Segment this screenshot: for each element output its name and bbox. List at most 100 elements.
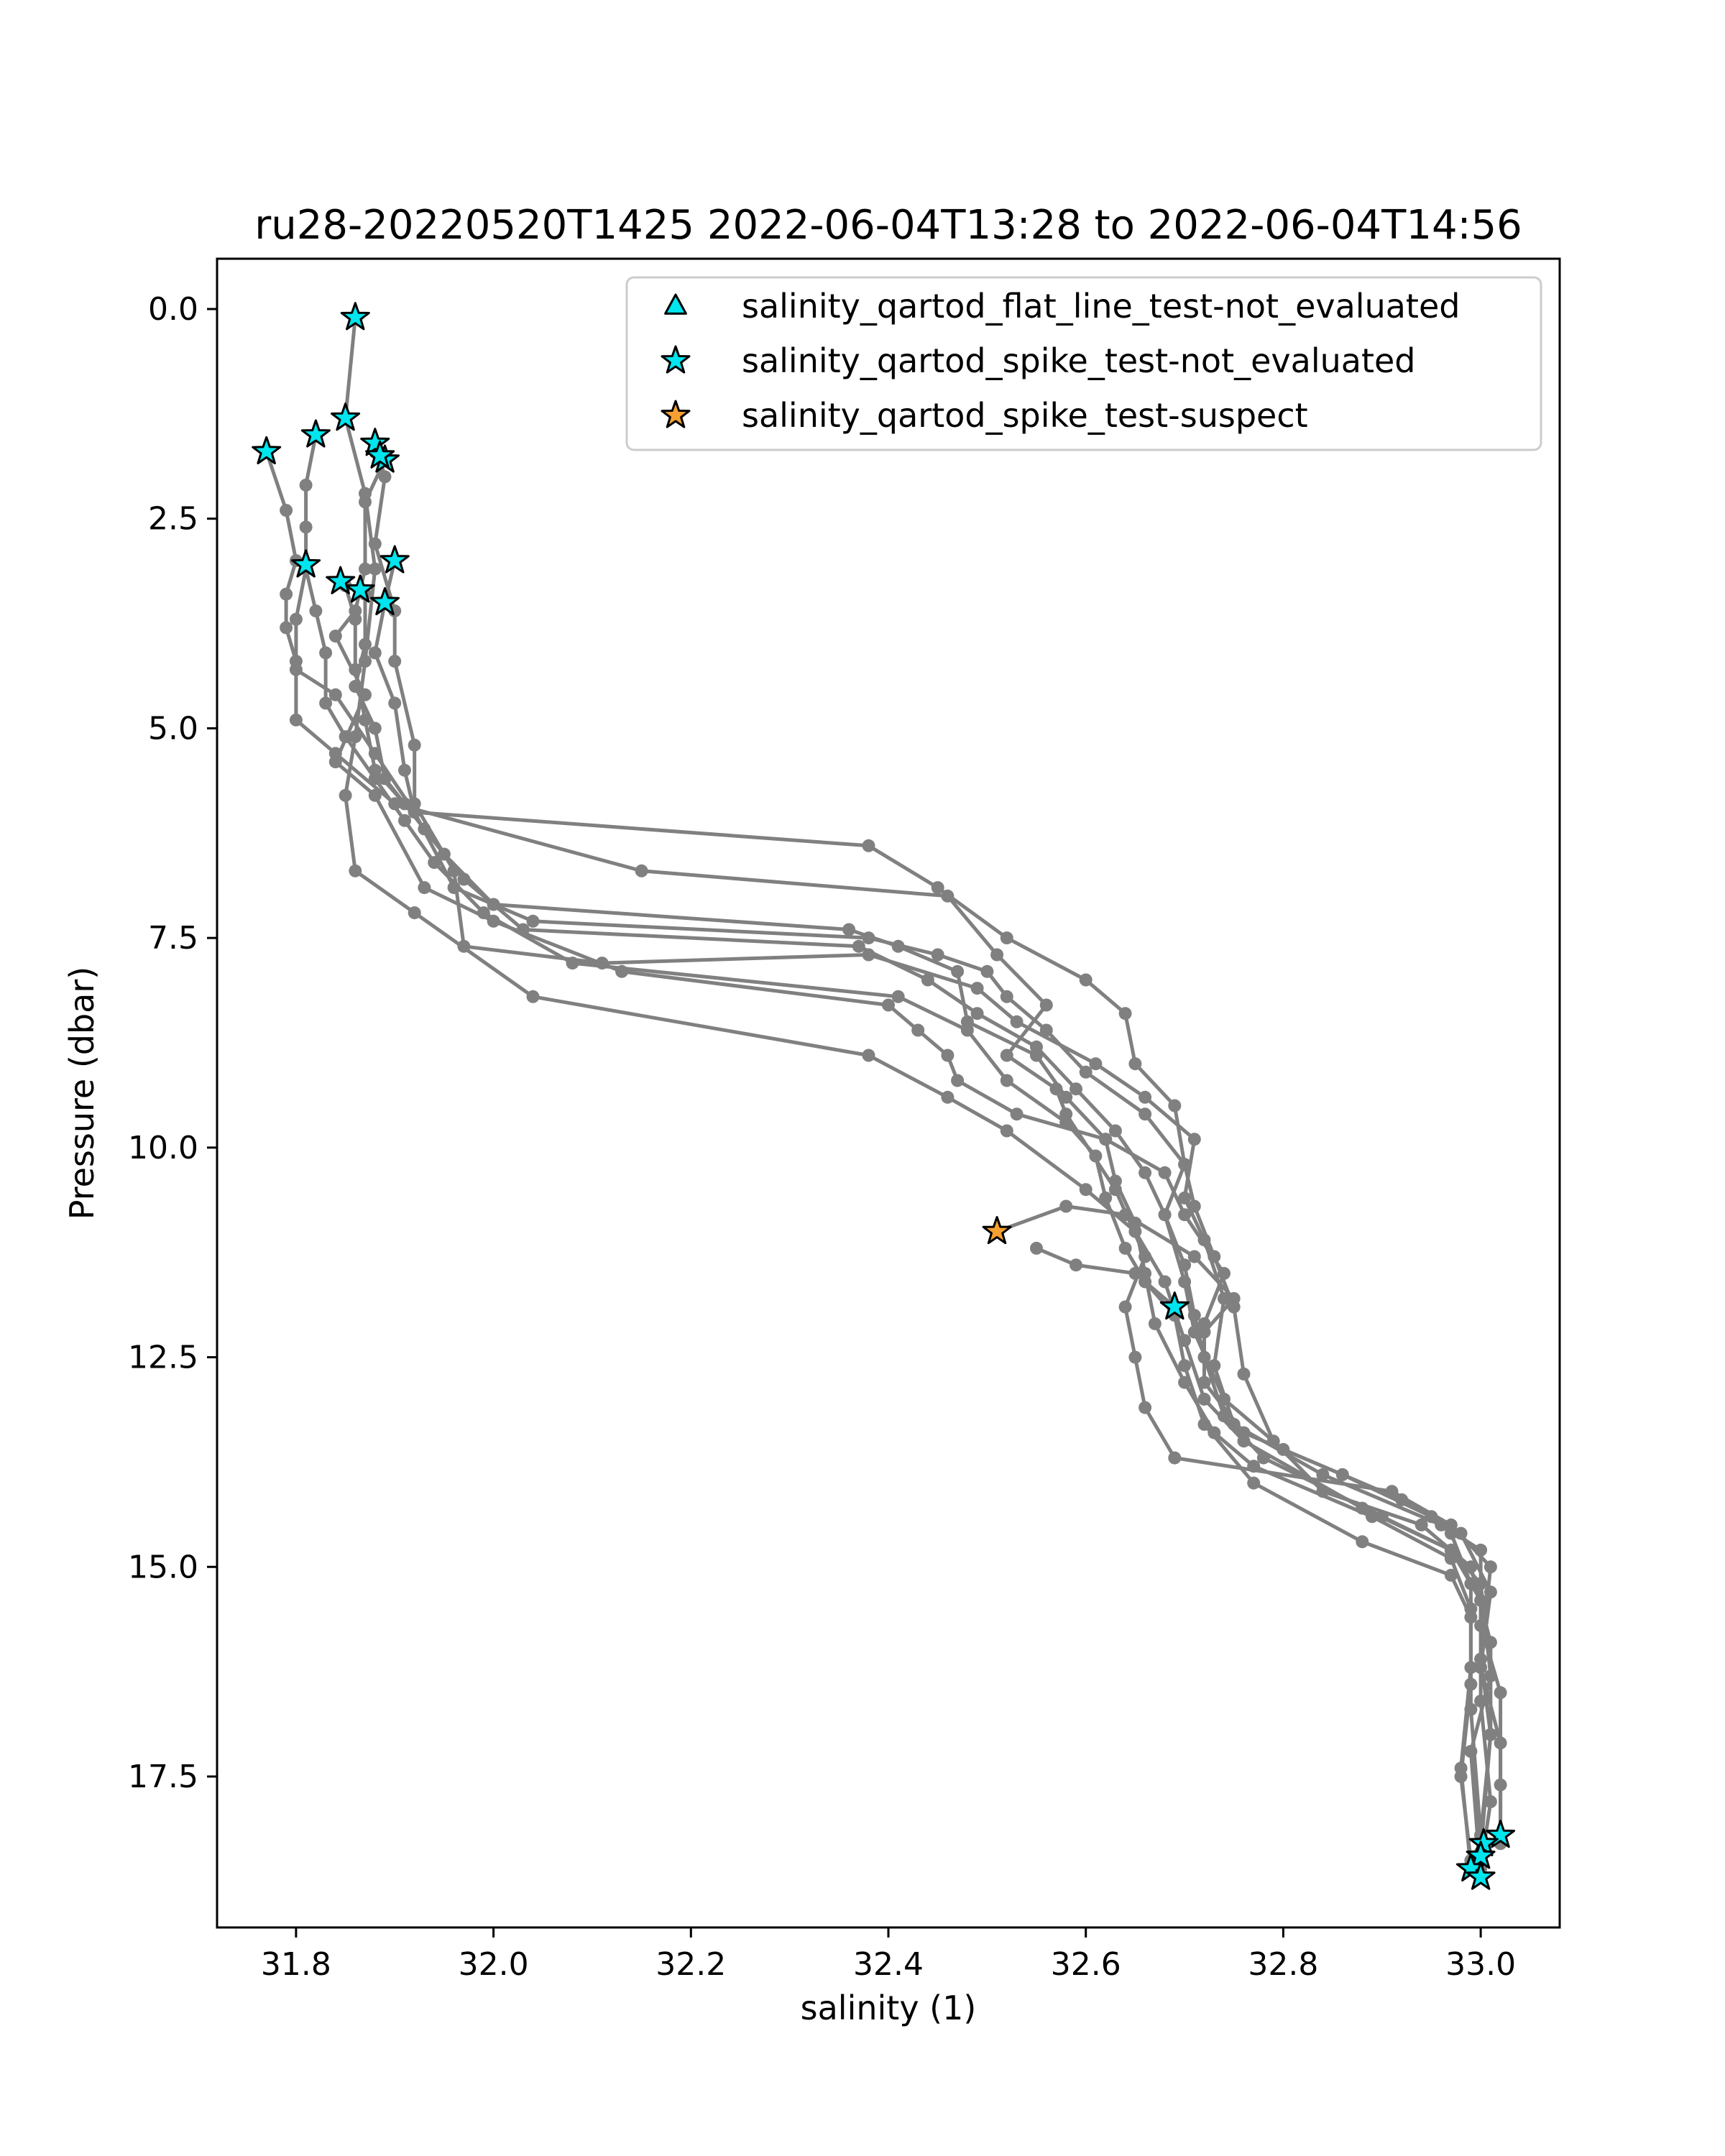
data-point <box>1030 1040 1043 1054</box>
data-point <box>1128 1057 1142 1071</box>
x-axis-label: salinity (1) <box>801 1989 977 2027</box>
data-point <box>1227 1291 1241 1305</box>
y-tick-label: 0.0 <box>148 291 198 328</box>
data-point <box>931 948 944 962</box>
data-point <box>328 630 342 643</box>
legend-label: salinity_qartod_spike_test-not_evaluated <box>742 341 1415 380</box>
data-point <box>1454 1770 1468 1783</box>
x-tick-label: 32.4 <box>853 1946 924 1983</box>
legend-label: salinity_qartod_spike_test-suspect <box>742 396 1308 435</box>
data-point <box>280 504 293 517</box>
data-point <box>1039 1023 1053 1037</box>
plot-area <box>252 302 1516 1890</box>
data-point <box>1138 1090 1152 1104</box>
data-point <box>951 964 965 978</box>
data-point <box>526 990 540 1003</box>
data-point <box>398 763 411 777</box>
data-point <box>1178 1376 1192 1389</box>
data-point <box>1494 1686 1507 1700</box>
data-point <box>1118 1007 1132 1021</box>
data-point <box>1256 1451 1270 1465</box>
data-point <box>408 906 421 920</box>
data-point <box>408 738 421 752</box>
legend-label: salinity_qartod_flat_line_test-not_evalu… <box>742 287 1460 326</box>
data-point <box>1187 1309 1201 1322</box>
data-point <box>1039 998 1053 1012</box>
data-point <box>1108 1124 1122 1138</box>
data-point <box>862 1049 875 1062</box>
data-point <box>349 864 362 877</box>
data-point <box>309 604 323 618</box>
data-point <box>1464 1602 1478 1616</box>
qartod-flag-marker <box>300 419 331 448</box>
data-point <box>1484 1560 1497 1574</box>
data-point <box>428 856 441 870</box>
data-point <box>980 964 994 978</box>
x-tick-label: 32.0 <box>459 1946 529 1983</box>
data-point <box>1218 1409 1230 1423</box>
data-point <box>566 957 579 970</box>
data-point <box>339 788 352 802</box>
data-point <box>526 914 540 928</box>
data-point <box>635 864 648 877</box>
data-point <box>990 948 1004 962</box>
data-point <box>891 990 905 1003</box>
data-point <box>1178 1191 1192 1204</box>
qartod-flag-marker <box>380 545 410 573</box>
data-point <box>289 713 303 727</box>
data-point <box>359 562 372 576</box>
triangle-marker-icon <box>664 293 687 315</box>
profile-line <box>1036 1246 1176 1309</box>
data-point <box>1474 1543 1488 1557</box>
data-point <box>1187 1199 1201 1213</box>
data-point <box>349 730 362 744</box>
data-point <box>1335 1468 1349 1481</box>
data-point <box>1178 1158 1192 1171</box>
data-point <box>1000 931 1013 945</box>
data-point <box>941 889 954 903</box>
data-point <box>1000 1049 1013 1062</box>
data-point <box>1148 1317 1162 1330</box>
data-point <box>289 655 303 668</box>
data-point <box>921 973 934 987</box>
data-point <box>911 1023 925 1037</box>
data-point <box>1000 1124 1013 1138</box>
data-point <box>388 655 402 668</box>
data-point <box>1444 1568 1458 1582</box>
x-tick-label: 33.0 <box>1445 1946 1516 1983</box>
data-point <box>368 537 382 550</box>
data-point <box>1128 1266 1142 1280</box>
data-point <box>1197 1376 1211 1389</box>
data-point <box>299 520 313 534</box>
data-point <box>1138 1401 1152 1414</box>
y-tick-label: 5.0 <box>148 710 198 747</box>
data-point <box>418 881 431 895</box>
data-point <box>368 646 382 660</box>
data-point <box>1010 1107 1024 1121</box>
data-point <box>1414 1518 1428 1531</box>
data-point <box>319 646 333 660</box>
data-point <box>1089 1057 1103 1071</box>
data-point <box>289 612 303 626</box>
data-point <box>1218 1291 1230 1305</box>
data-point <box>1158 1166 1172 1179</box>
legend-item: salinity_qartod_spike_test-not_evaluated <box>661 341 1415 380</box>
data-point <box>1000 1074 1013 1087</box>
data-point <box>1089 1149 1103 1163</box>
qartod-flag-marker <box>982 1216 1012 1245</box>
data-point <box>1059 1115 1073 1129</box>
y-axis: 0.0 2.5 5.0 7.5 10.0 12.5 15.0 17.5 <box>128 291 217 1795</box>
x-tick-label: 32.6 <box>1051 1946 1121 1983</box>
data-point <box>970 982 984 995</box>
data-point <box>1464 1677 1478 1691</box>
data-point <box>299 479 313 492</box>
data-point <box>1138 1107 1152 1121</box>
data-point <box>1108 1174 1122 1188</box>
data-point <box>1138 1266 1152 1280</box>
data-point <box>1187 1133 1201 1146</box>
star-marker-icon <box>661 400 691 428</box>
data-point <box>842 923 856 936</box>
data-point <box>349 680 362 694</box>
profile-line <box>264 451 1493 1853</box>
